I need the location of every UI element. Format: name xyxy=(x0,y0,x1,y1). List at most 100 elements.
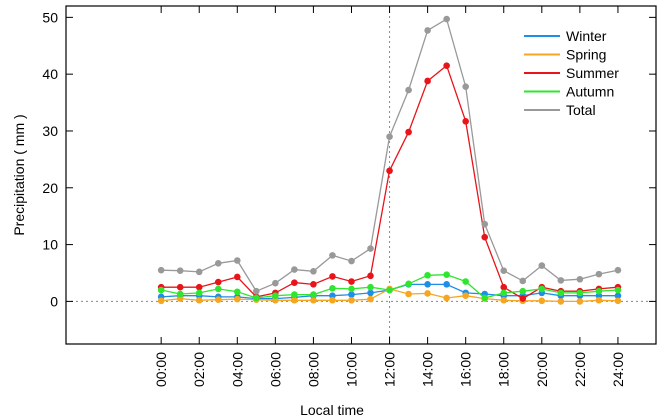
data-point-autumn xyxy=(614,286,622,294)
data-point-spring xyxy=(443,294,450,302)
data-point-spring xyxy=(595,296,603,304)
data-point-total xyxy=(310,267,317,275)
data-point-autumn xyxy=(405,280,412,288)
data-point-spring xyxy=(462,292,469,300)
legend-label-total: Total xyxy=(566,102,596,118)
data-point-winter xyxy=(443,281,450,288)
data-point-autumn xyxy=(538,285,546,293)
data-point-total xyxy=(176,267,184,275)
data-point-autumn xyxy=(310,291,317,298)
data-point-winter xyxy=(329,292,336,300)
x-tick-label: 12:00 xyxy=(382,352,398,387)
data-point-spring xyxy=(272,296,279,304)
data-point-autumn xyxy=(424,271,431,279)
x-tick-label: 20:00 xyxy=(534,352,550,387)
data-point-summer xyxy=(348,278,355,285)
data-point-autumn xyxy=(157,286,165,294)
data-point-spring xyxy=(557,298,565,305)
data-point-spring xyxy=(405,290,412,298)
data-point-autumn xyxy=(557,289,565,297)
data-point-summer xyxy=(386,167,393,175)
data-point-total xyxy=(367,245,374,252)
data-point-autumn xyxy=(291,291,298,298)
data-point-summer xyxy=(291,279,298,286)
data-point-total xyxy=(272,279,279,287)
data-point-autumn xyxy=(176,290,184,298)
data-point-total xyxy=(291,266,298,273)
data-point-winter xyxy=(595,292,603,300)
data-point-winter xyxy=(367,289,374,297)
data-point-spring xyxy=(614,297,622,305)
data-point-summer xyxy=(443,62,450,69)
data-point-summer xyxy=(367,272,374,280)
data-point-total xyxy=(614,266,622,274)
data-point-autumn xyxy=(272,292,279,300)
y-tick-label: 30 xyxy=(42,123,58,139)
data-point-total xyxy=(557,277,565,284)
x-tick-label: 16:00 xyxy=(458,352,474,387)
data-point-autumn xyxy=(462,278,469,285)
data-point-total xyxy=(424,27,431,34)
data-point-spring xyxy=(291,296,298,304)
data-point-winter xyxy=(424,281,431,288)
x-tick-label: 24:00 xyxy=(610,352,626,387)
data-point-total xyxy=(595,270,603,278)
data-point-summer xyxy=(481,233,489,241)
data-point-summer xyxy=(329,273,336,280)
y-tick-label: 50 xyxy=(42,9,58,25)
x-tick-label: 02:00 xyxy=(191,352,207,387)
y-tick-label: 40 xyxy=(42,66,58,82)
legend-label-summer: Summer xyxy=(566,65,619,81)
data-point-total xyxy=(462,83,469,90)
data-point-total xyxy=(443,15,450,23)
x-tick-label: 10:00 xyxy=(343,352,359,387)
data-point-autumn xyxy=(367,283,374,291)
legend-label-winter: Winter xyxy=(566,28,607,44)
data-point-autumn xyxy=(329,285,336,292)
data-point-spring xyxy=(367,295,374,303)
data-point-spring xyxy=(538,297,546,305)
data-point-total xyxy=(519,277,527,285)
series-layer xyxy=(157,15,622,305)
data-point-summer xyxy=(310,281,317,288)
data-point-autumn xyxy=(214,285,222,293)
data-point-summer xyxy=(195,283,203,291)
x-tick-label: 18:00 xyxy=(496,352,512,387)
data-point-summer xyxy=(462,118,469,125)
x-tick-label: 22:00 xyxy=(572,352,588,387)
data-point-autumn xyxy=(348,285,355,293)
data-point-total xyxy=(500,267,508,275)
data-point-autumn xyxy=(595,287,603,295)
data-point-spring xyxy=(310,296,317,304)
data-point-total xyxy=(329,252,336,259)
data-point-spring xyxy=(157,297,165,305)
data-point-spring xyxy=(424,290,431,297)
y-axis-title: Precipitation ( mm ) xyxy=(11,114,27,235)
data-point-total xyxy=(405,86,412,94)
data-point-summer xyxy=(424,77,431,85)
data-point-autumn xyxy=(576,289,584,297)
data-point-autumn xyxy=(500,289,508,297)
data-point-winter xyxy=(348,291,355,298)
data-point-total xyxy=(576,275,584,283)
y-tick-label: 20 xyxy=(42,180,58,196)
data-point-autumn xyxy=(253,294,260,302)
data-point-autumn xyxy=(481,294,489,302)
data-point-total xyxy=(481,220,489,228)
data-point-autumn xyxy=(519,287,527,295)
legend-label-spring: Spring xyxy=(566,47,606,63)
x-axis: 00:00 02:00 04:00 06:00 08:00 10:00 12:00 14:00… xyxy=(153,6,626,387)
x-tick-label: 14:00 xyxy=(420,352,436,387)
data-point-spring xyxy=(329,296,336,304)
x-axis-title: Local time xyxy=(300,402,364,418)
data-point-summer xyxy=(519,295,527,302)
data-point-autumn xyxy=(386,286,393,294)
data-point-autumn xyxy=(443,271,450,278)
x-tick-label: 06:00 xyxy=(267,352,283,387)
data-point-summer xyxy=(233,273,241,281)
data-point-winter xyxy=(614,292,622,300)
x-tick-label: 04:00 xyxy=(229,352,245,387)
data-point-summer xyxy=(500,283,508,291)
data-point-total xyxy=(214,260,222,267)
